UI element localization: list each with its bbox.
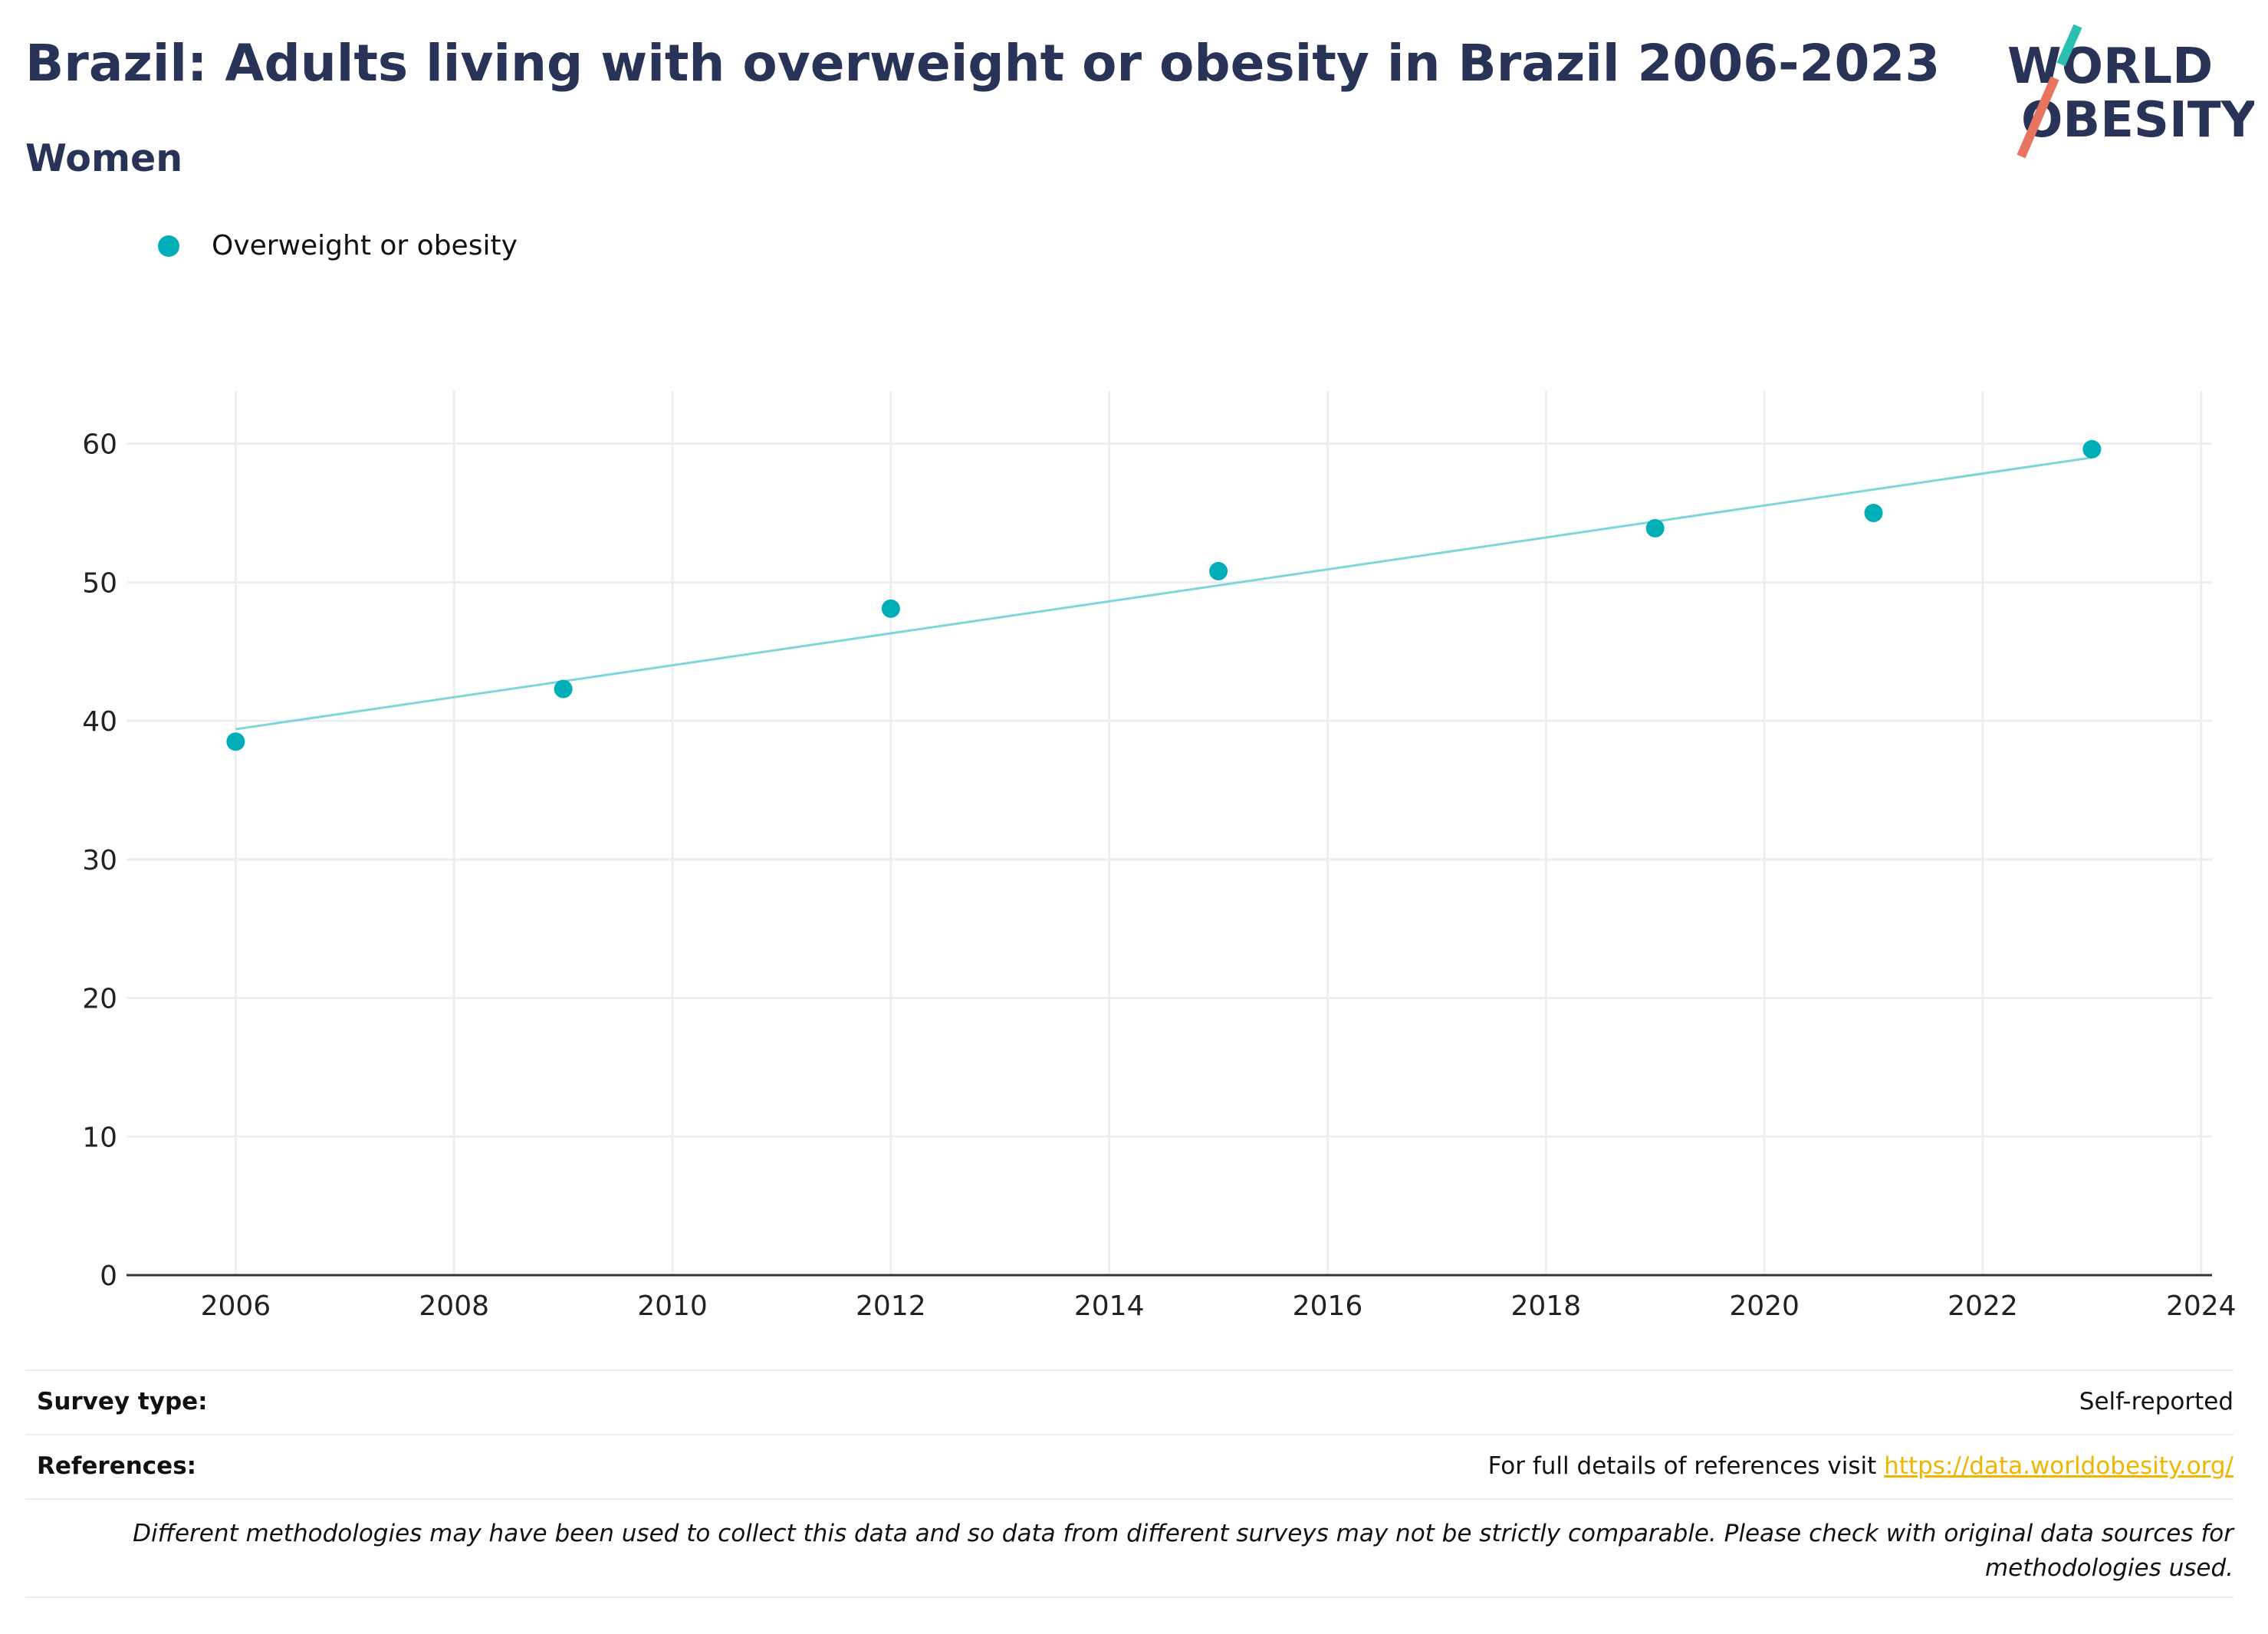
chart-legend: Overweight or obesity	[158, 230, 518, 261]
x-tick-2012: 2012	[856, 1290, 926, 1322]
y-tick-40: 40	[82, 706, 117, 738]
legend-label: Overweight or obesity	[212, 230, 518, 261]
y-tick-0: 0	[100, 1261, 117, 1292]
y-tick-30: 30	[82, 845, 117, 876]
logo-slash-top	[2056, 24, 2082, 67]
y-tick-20: 20	[82, 984, 117, 1015]
x-tick-2022: 2022	[1948, 1290, 2018, 1322]
survey-type-value: Self-reported	[2079, 1388, 2233, 1415]
grid-horizontal	[127, 442, 2212, 1138]
world-obesity-logo: WORLD OBESITY	[2007, 24, 2254, 159]
data-point-2023	[2082, 439, 2102, 459]
data-point-2019	[1645, 518, 1665, 538]
x-tick-2010: 2010	[637, 1290, 708, 1322]
x-tick-2006: 2006	[201, 1290, 271, 1322]
x-tick-2008: 2008	[419, 1290, 489, 1322]
trendline-group	[235, 456, 2092, 731]
references-value: For full details of references visit htt…	[1488, 1452, 2233, 1480]
data-point-2012	[881, 599, 900, 618]
data-point-2015	[1209, 561, 1228, 580]
references-text: For full details of references visit	[1487, 1452, 1877, 1480]
logo-slash-bottom	[2017, 76, 2059, 159]
disclaimer-text: Different methodologies may have been us…	[133, 1520, 2233, 1582]
x-tick-2020: 2020	[1729, 1290, 1800, 1322]
grid-vertical	[234, 391, 2203, 1275]
chart-title: Brazil: Adults living with overweight or…	[25, 34, 1941, 93]
trendline	[235, 456, 2092, 731]
references-label: References:	[37, 1452, 197, 1480]
x-tick-2016: 2016	[1293, 1290, 1363, 1322]
survey-type-label: Survey type:	[37, 1388, 208, 1415]
data-point-2009	[554, 679, 573, 699]
survey-type-row: Survey type: Self-reported	[25, 1369, 2233, 1435]
references-row: References: For full details of referenc…	[25, 1434, 2233, 1500]
x-tick-2024: 2024	[2166, 1290, 2237, 1322]
x-tick-2014: 2014	[1074, 1290, 1145, 1322]
data-points	[226, 439, 2102, 751]
logo-line2: OBESITY	[2021, 92, 2254, 149]
y-tick-labels: 0 10 20 30 40 50 60	[82, 429, 117, 1292]
legend-marker	[158, 235, 179, 257]
y-tick-50: 50	[82, 567, 117, 599]
data-point-2021	[1864, 504, 1883, 523]
y-tick-60: 60	[82, 429, 117, 461]
x-tick-2018: 2018	[1510, 1290, 1581, 1322]
data-point-2006	[226, 732, 245, 751]
y-tick-10: 10	[82, 1122, 117, 1153]
chart-subtitle: Women	[25, 136, 183, 180]
references-link[interactable]: https://data.worldobesity.org/	[1884, 1452, 2233, 1480]
methodology-disclaimer: Different methodologies may have been us…	[25, 1498, 2233, 1598]
logo-line1: WORLD	[2007, 38, 2213, 95]
scatter-chart: 2006 2008 2010 2012 2014 2016 2018 2020 2022 2024…	[82, 391, 2237, 1322]
x-tick-labels: 2006 2008 2010 2012 2014 2016 2018 2020 2022 2024	[201, 1290, 2237, 1322]
